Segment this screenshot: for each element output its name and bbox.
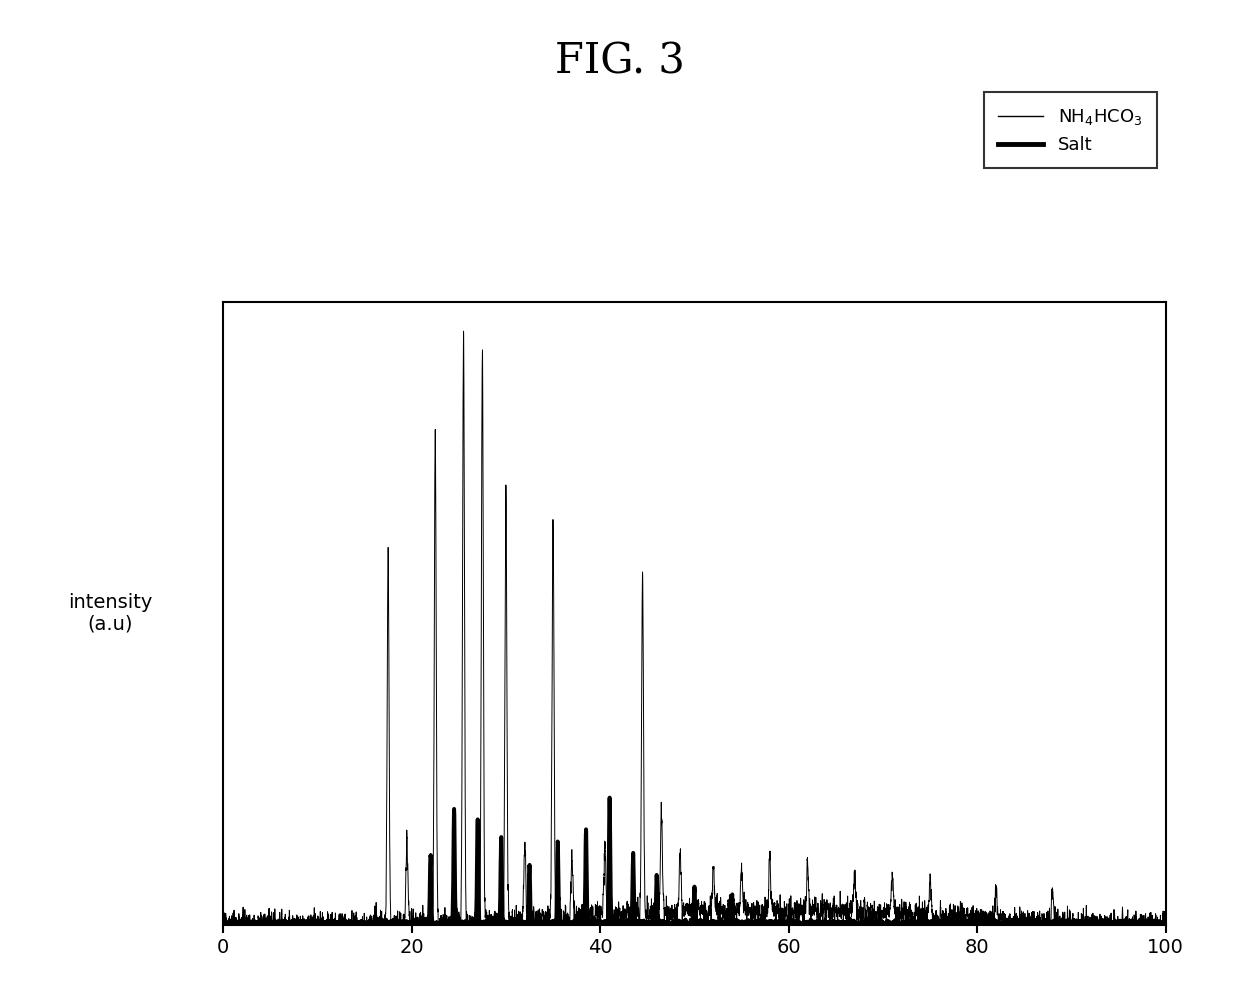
NH$_4$HCO$_3$ <box>815 895 830 908</box>
Text: FIG. 3: FIG. 3 <box>556 40 684 82</box>
NH$_4$HCO$_3$ <box>263 916 278 928</box>
Salt <box>263 919 278 931</box>
Salt <box>1158 919 1173 931</box>
Salt <box>965 919 980 931</box>
Salt <box>557 918 572 930</box>
Line: NH$_4$HCO$_3$: NH$_4$HCO$_3$ <box>223 332 1166 923</box>
Salt <box>815 919 830 931</box>
Salt <box>915 919 930 931</box>
NH$_4$HCO$_3$ <box>915 915 930 927</box>
Salt <box>603 792 618 804</box>
NH$_4$HCO$_3$ <box>456 326 471 338</box>
NH$_4$HCO$_3$ <box>216 917 231 929</box>
NH$_4$HCO$_3$ <box>774 904 789 917</box>
Line: Salt: Salt <box>223 798 1166 925</box>
Salt <box>216 919 231 931</box>
Text: intensity
(a.u): intensity (a.u) <box>68 593 153 633</box>
NH$_4$HCO$_3$ <box>557 917 572 929</box>
NH$_4$HCO$_3$ <box>965 907 980 919</box>
NH$_4$HCO$_3$ <box>1158 916 1173 928</box>
Legend: NH$_4$HCO$_3$, Salt: NH$_4$HCO$_3$, Salt <box>983 92 1157 169</box>
Salt <box>774 919 789 931</box>
